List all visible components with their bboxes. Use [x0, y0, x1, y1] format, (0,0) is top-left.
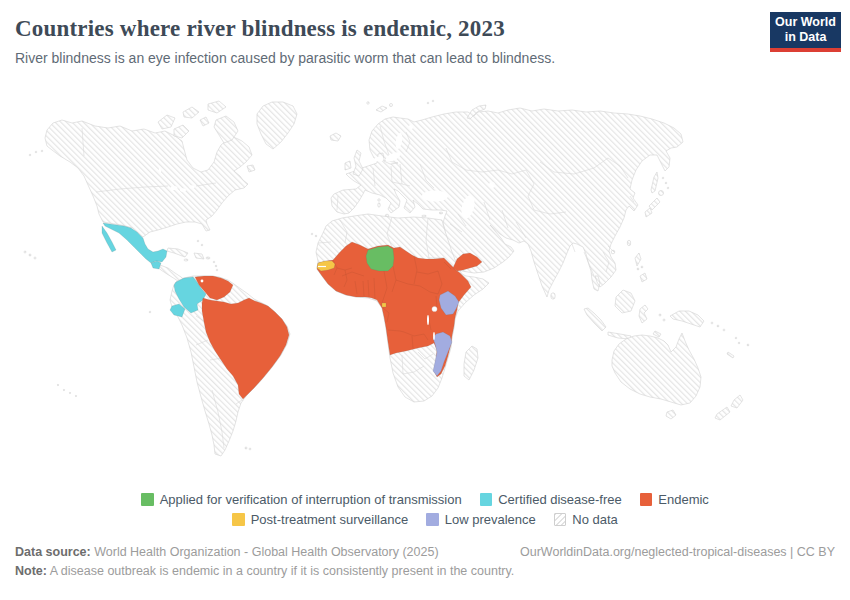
map-legend: Applied for verification of interruption…	[0, 492, 850, 532]
data-source: Data source: World Health Organization -…	[15, 545, 439, 559]
footer: Data source: World Health Organization -…	[15, 545, 835, 578]
legend-label-applied: Applied for verification of interruption…	[160, 492, 462, 507]
legend-swatch-low_prevalence	[426, 513, 439, 526]
map-australia[interactable]	[612, 333, 701, 405]
legend-item-applied[interactable]: Applied for verification of interruption…	[141, 492, 462, 507]
footer-note: Note: A disease outbreak is endemic in a…	[15, 564, 835, 578]
legend-item-certified[interactable]: Certified disease-free	[480, 492, 622, 507]
map-greenland[interactable]	[257, 102, 297, 149]
legend-swatch-certified	[480, 493, 493, 506]
legend-label-low_prevalence: Low prevalence	[445, 512, 536, 527]
legend-label-certified: Certified disease-free	[498, 492, 622, 507]
map-equatorial-guinea[interactable]	[382, 303, 386, 307]
legend-label-post_treatment: Post-treatment surveillance	[251, 512, 409, 527]
legend-swatch-applied	[141, 493, 154, 506]
legend-label-no_data: No data	[572, 512, 618, 527]
legend-label-endemic: Endemic	[658, 492, 709, 507]
legend-item-post_treatment[interactable]: Post-treatment surveillance	[232, 512, 408, 527]
legend-swatch-endemic	[640, 493, 653, 506]
legend-item-low_prevalence[interactable]: Low prevalence	[426, 512, 536, 527]
legend-swatch-no_data	[554, 513, 567, 526]
legend-item-endemic[interactable]: Endemic	[640, 492, 709, 507]
map-niger[interactable]	[366, 246, 394, 271]
legend-swatch-post_treatment	[232, 513, 245, 526]
owid-link[interactable]: OurWorldinData.org/neglected-tropical-di…	[520, 545, 835, 559]
legend-item-no_data[interactable]: No data	[554, 512, 618, 527]
